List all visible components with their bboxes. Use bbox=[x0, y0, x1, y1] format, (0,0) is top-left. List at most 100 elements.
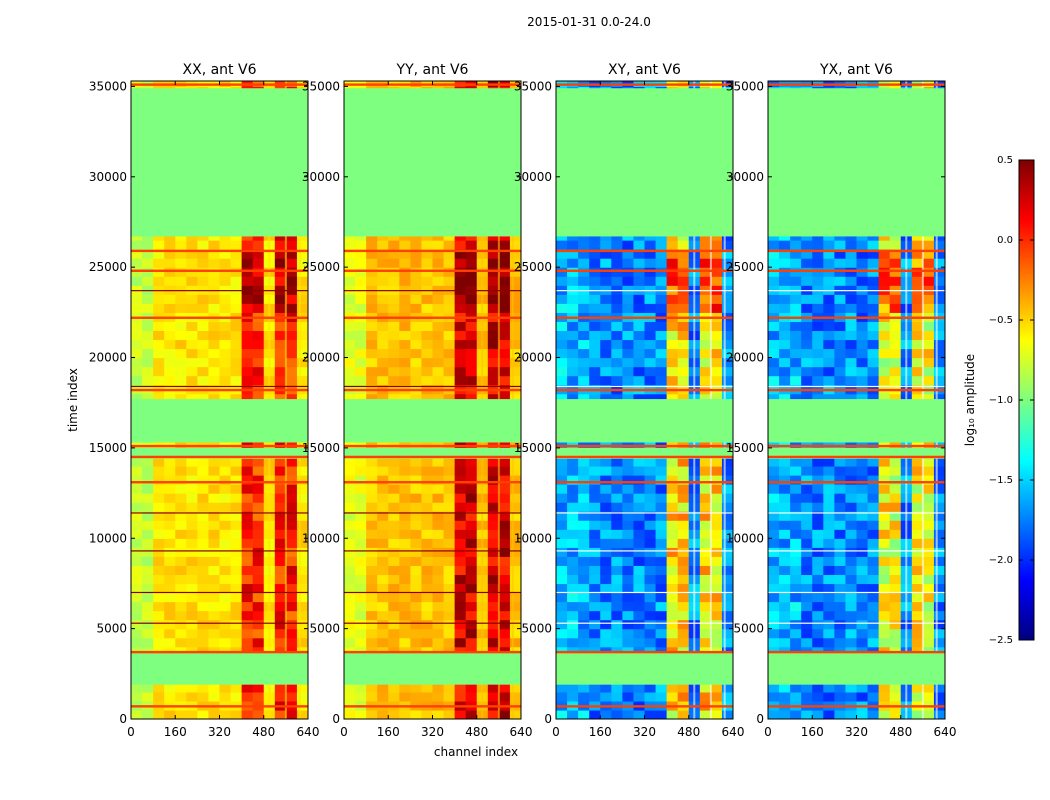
heatmap-cell bbox=[578, 691, 590, 702]
heatmap-cell bbox=[922, 357, 935, 368]
heatmap-cell bbox=[454, 393, 467, 404]
heatmap-cell bbox=[699, 538, 712, 548]
heatmap-cell bbox=[790, 583, 802, 594]
heatmap-cell bbox=[186, 682, 198, 693]
heatmap-cell bbox=[922, 565, 935, 576]
heatmap-cell bbox=[600, 366, 612, 377]
heatmap-cell bbox=[131, 465, 143, 476]
heatmap-cell bbox=[578, 682, 590, 693]
heatmap-cell bbox=[186, 303, 198, 313]
heatmap-cell bbox=[164, 538, 176, 548]
heatmap-cell bbox=[933, 583, 945, 594]
heatmap-cell bbox=[867, 628, 880, 639]
heatmap-cell bbox=[578, 637, 590, 648]
heatmap-cell bbox=[454, 366, 467, 377]
y-tick-label: 20000 bbox=[514, 351, 552, 365]
heatmap-cell bbox=[878, 294, 891, 304]
heatmap-cell bbox=[443, 393, 456, 404]
heatmap-cell bbox=[153, 592, 165, 603]
heatmap-cell bbox=[142, 637, 154, 648]
heatmap-cell bbox=[131, 556, 143, 566]
heatmap-cell bbox=[589, 628, 601, 639]
heatmap-cell bbox=[219, 610, 232, 621]
y-tick-label: 25000 bbox=[89, 260, 127, 274]
heatmap-cell bbox=[344, 285, 356, 295]
heatmap-cell bbox=[252, 366, 265, 377]
heatmap-cell bbox=[410, 276, 423, 286]
heatmap-cell bbox=[867, 267, 880, 277]
heatmap-cell bbox=[285, 393, 298, 404]
heatmap-cell bbox=[186, 628, 198, 639]
heatmap-cell bbox=[131, 493, 143, 503]
heatmap-cell bbox=[600, 339, 612, 350]
heatmap-cell bbox=[432, 529, 445, 539]
heatmap-cell bbox=[699, 547, 712, 557]
heatmap-cell bbox=[274, 709, 287, 719]
heatmap-cell bbox=[878, 682, 891, 693]
dark-time-line bbox=[344, 622, 521, 624]
y-axis-label: time index bbox=[66, 368, 80, 432]
heatmap-cell bbox=[867, 375, 880, 386]
heatmap-cell bbox=[611, 520, 623, 530]
heatmap-cell bbox=[296, 556, 308, 566]
heatmap-cell bbox=[509, 475, 521, 485]
heatmap-cell bbox=[589, 484, 601, 494]
heatmap-cell bbox=[465, 547, 478, 557]
heatmap-cell bbox=[498, 475, 511, 485]
heatmap-cell bbox=[142, 276, 154, 286]
heatmap-cell bbox=[454, 556, 467, 566]
heatmap-cell bbox=[219, 339, 232, 350]
heatmap-cell bbox=[219, 538, 232, 548]
heatmap-cell bbox=[197, 601, 210, 612]
heatmap-cell bbox=[677, 330, 690, 341]
heatmap-cell bbox=[666, 330, 679, 341]
heatmap-cell bbox=[779, 691, 791, 702]
heatmap-cell bbox=[208, 619, 221, 630]
heatmap-cell bbox=[600, 465, 612, 476]
heatmap-cell bbox=[175, 619, 187, 630]
heatmap-cell bbox=[666, 511, 679, 521]
heatmap-cell bbox=[556, 601, 568, 612]
heatmap-cell bbox=[498, 276, 511, 286]
heatmap-cell bbox=[823, 619, 835, 630]
heatmap-cell bbox=[655, 610, 668, 621]
dark-time-line bbox=[556, 622, 733, 624]
heatmap-cell bbox=[410, 538, 423, 548]
heatmap-cell bbox=[465, 610, 478, 621]
heatmap-cell bbox=[589, 357, 601, 368]
dark-time-line bbox=[344, 591, 521, 594]
heatmap-cell bbox=[432, 475, 445, 485]
heatmap-cell bbox=[274, 502, 287, 512]
heatmap-cell bbox=[699, 556, 712, 566]
heatmap-cell bbox=[131, 574, 143, 585]
panel-3: YX, ant V60 160 320 480 64005000100001500020… bbox=[726, 62, 957, 739]
heatmap-cell bbox=[589, 438, 601, 449]
heatmap-cell bbox=[366, 339, 378, 350]
heatmap-cell bbox=[296, 574, 308, 585]
heatmap-cell bbox=[600, 529, 612, 539]
heatmap-cell bbox=[208, 267, 221, 277]
heatmap-cell bbox=[355, 529, 367, 539]
heatmap-cell bbox=[677, 538, 690, 548]
heatmap-cell bbox=[344, 375, 356, 386]
heatmap-cell bbox=[633, 592, 646, 603]
heatmap-cell bbox=[164, 366, 176, 377]
heatmap-cell bbox=[644, 709, 657, 719]
heatmap-cell bbox=[142, 267, 154, 277]
heatmap-cell bbox=[421, 493, 434, 503]
heatmap-cell bbox=[377, 601, 389, 612]
heatmap-cell bbox=[443, 556, 456, 566]
heatmap-cell bbox=[655, 366, 668, 377]
heatmap-cell bbox=[421, 456, 434, 467]
heatmap-cell bbox=[219, 321, 232, 332]
heatmap-cell bbox=[399, 276, 411, 286]
heatmap-cell bbox=[834, 375, 847, 386]
heatmap-cell bbox=[578, 285, 590, 295]
heatmap-cell bbox=[252, 556, 265, 566]
heatmap-cell bbox=[578, 475, 590, 485]
heatmap-cell bbox=[285, 294, 298, 304]
heatmap-cell bbox=[377, 511, 389, 521]
heatmap-cell bbox=[889, 484, 902, 494]
heatmap-cell bbox=[666, 285, 679, 295]
empty-time-range bbox=[768, 399, 945, 443]
